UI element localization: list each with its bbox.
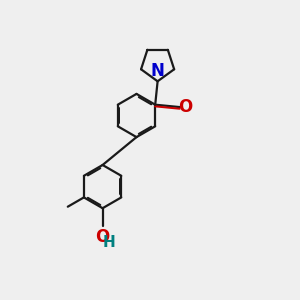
Text: N: N (151, 62, 164, 80)
Text: H: H (103, 235, 116, 250)
Text: O: O (95, 228, 109, 246)
Text: O: O (178, 98, 192, 116)
